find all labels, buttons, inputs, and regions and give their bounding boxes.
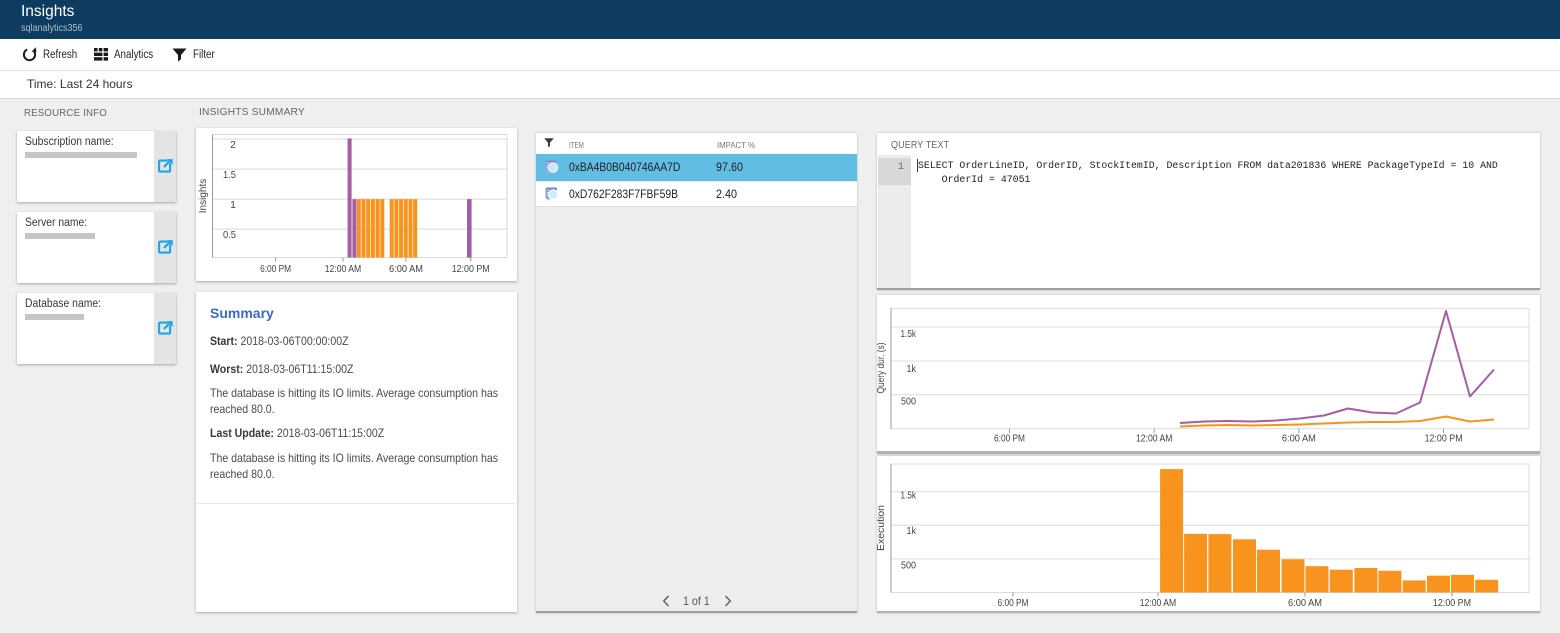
svg-text:1: 1 <box>230 199 236 211</box>
svg-text:12:00 PM: 12:00 PM <box>1425 433 1463 445</box>
svg-text:6:00 AM: 6:00 AM <box>1288 597 1322 609</box>
svg-text:Insights: Insights <box>197 179 209 214</box>
svg-text:6:00 PM: 6:00 PM <box>998 597 1029 609</box>
svg-text:1k: 1k <box>907 525 917 537</box>
svg-text:6:00 PM: 6:00 PM <box>260 263 291 275</box>
svg-text:12:00 PM: 12:00 PM <box>452 263 490 275</box>
svg-text:12:00 PM: 12:00 PM <box>1433 597 1471 609</box>
svg-text:1.5k: 1.5k <box>901 328 917 340</box>
svg-text:6:00 AM: 6:00 AM <box>1282 433 1316 445</box>
svg-text:2: 2 <box>230 139 236 151</box>
svg-text:6:00 AM: 6:00 AM <box>389 263 423 275</box>
svg-text:1.5: 1.5 <box>223 169 236 181</box>
svg-text:0.5: 0.5 <box>223 229 236 241</box>
svg-text:500: 500 <box>901 560 916 572</box>
svg-text:Query dur. (s): Query dur. (s) <box>877 343 887 394</box>
svg-text:12:00 AM: 12:00 AM <box>1136 433 1173 445</box>
svg-text:6:00 PM: 6:00 PM <box>994 433 1025 445</box>
svg-text:1.5k: 1.5k <box>901 490 917 502</box>
svg-text:12:00 AM: 12:00 AM <box>1140 597 1177 609</box>
svg-text:500: 500 <box>901 396 916 408</box>
svg-text:12:00 AM: 12:00 AM <box>325 263 362 275</box>
svg-text:1k: 1k <box>907 363 917 375</box>
svg-text:Execution: Execution <box>877 505 887 551</box>
